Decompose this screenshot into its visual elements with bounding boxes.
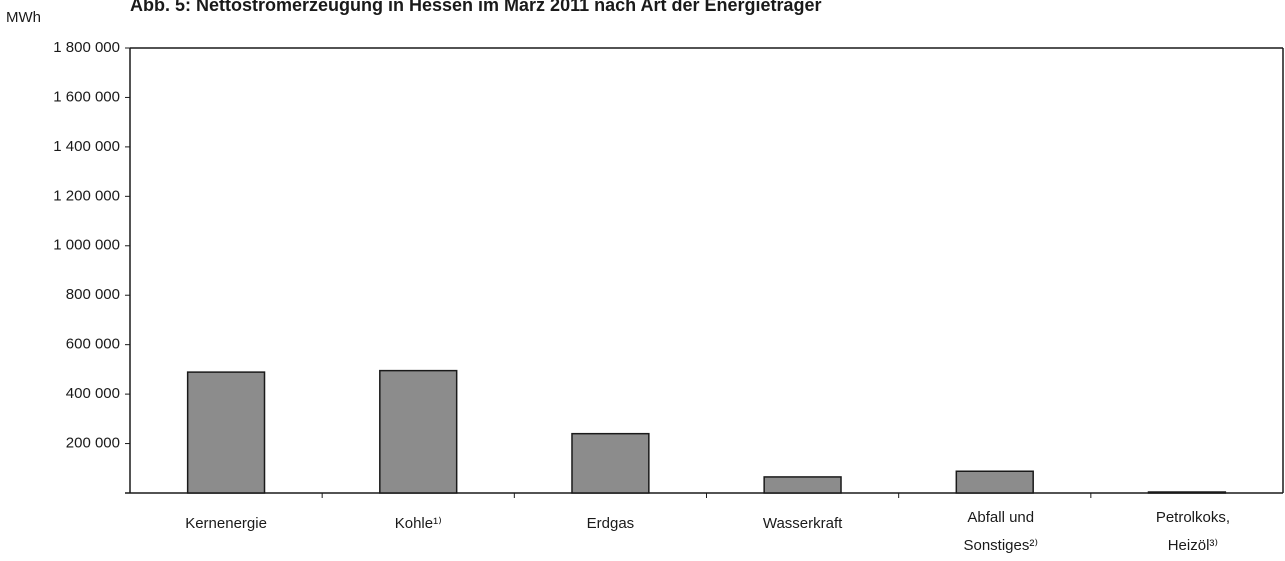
x-tick-label: Petrolkoks, [1156,509,1230,526]
bar [571,432,650,494]
y-tick-label: 1 800 000 [53,39,120,56]
x-tick-label: Kohle¹⁾ [395,515,442,532]
bar [955,470,1034,494]
bar [379,369,458,494]
bar [1147,491,1227,494]
chart-title: Abb. 5: Nettostromerzeugung in Hessen im… [130,0,822,15]
y-tick-label: 400 000 [66,385,120,402]
x-tick-label: Kernenergie [185,515,267,532]
y-tick-label: 200 000 [66,435,120,452]
x-tick-label: Wasserkraft [763,515,843,532]
x-tick-label: Erdgas [587,515,635,532]
bar [763,476,842,494]
y-tick-label: 800 000 [66,286,120,303]
y-tick-label: 600 000 [66,336,120,353]
y-tick-label: 1 200 000 [53,187,120,204]
x-tick-label: Heizöl³⁾ [1168,537,1218,554]
x-tick-label: Abfall und [967,509,1034,526]
x-tick-label: Sonstiges²⁾ [963,537,1038,554]
bar [186,371,266,494]
y-tick-label: 1 400 000 [53,138,120,155]
y-tick-label: 1 000 000 [53,237,120,254]
y-axis-label: MWh [6,9,41,26]
y-tick-label: 1 600 000 [53,88,120,105]
